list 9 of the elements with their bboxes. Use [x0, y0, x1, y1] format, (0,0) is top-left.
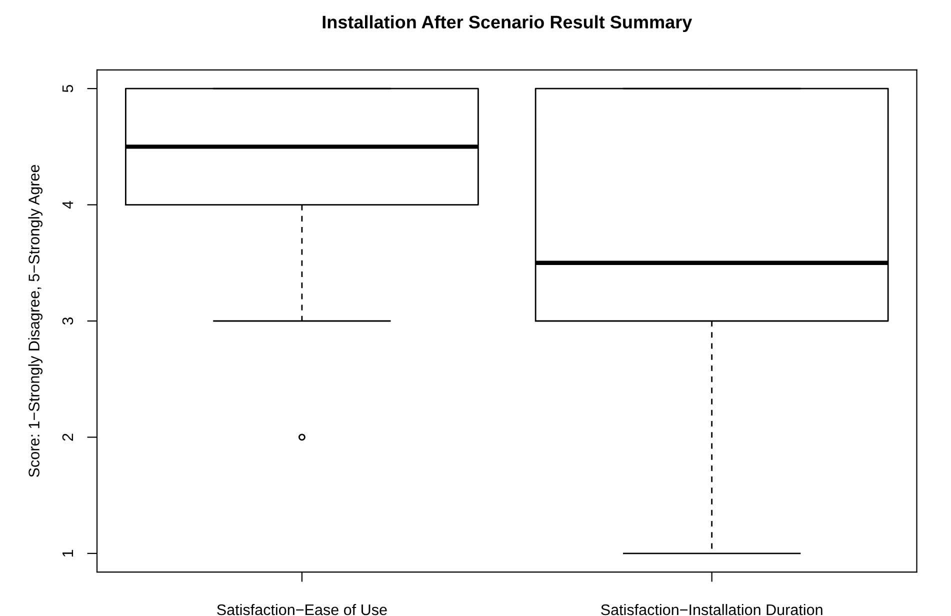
- y-tick-label: 4: [62, 200, 73, 209]
- y-tick-label: 2: [62, 434, 73, 441]
- x-tick-label: Satisfaction−Installation Duration: [601, 604, 822, 616]
- y-axis-title: Score: 1−Strongly Disagree, 5−Strongly Agree: [28, 164, 42, 477]
- y-tick-label: 5: [62, 84, 74, 92]
- chart-title: Installation After Scenario Result Summary: [322, 15, 692, 32]
- x-tick-label: Satisfaction−Ease of Use: [217, 604, 387, 616]
- y-tick-label: 3: [62, 317, 74, 325]
- y-tick-label: 1: [62, 550, 73, 557]
